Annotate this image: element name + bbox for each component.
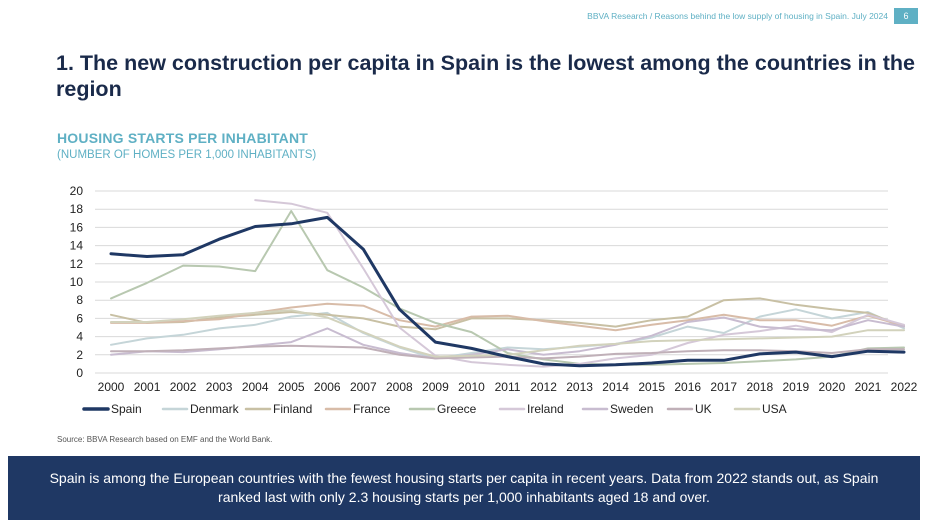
x-tick-label: 2014 <box>602 380 629 394</box>
x-tick-label: 2008 <box>386 380 413 394</box>
legend-label-usa: USA <box>762 402 787 416</box>
y-tick-label: 18 <box>70 202 84 216</box>
x-tick-label: 2017 <box>710 380 737 394</box>
series-line-spain <box>109 215 906 368</box>
x-tick-label: 2021 <box>855 380 882 394</box>
x-tick-label: 2001 <box>134 380 161 394</box>
slide-title: 1. The new construction per capita in Sp… <box>56 51 915 101</box>
page-number: 6 <box>894 8 918 24</box>
legend-label-ireland: Ireland <box>527 402 564 416</box>
legend-label-uk: UK <box>695 402 712 416</box>
top-bar: BBVA Research / Reasons behind the low s… <box>0 0 930 30</box>
legend-label-sweden: Sweden <box>610 402 653 416</box>
x-tick-label: 2015 <box>638 380 665 394</box>
series-line-usa <box>110 309 905 358</box>
series-line-finland <box>110 297 905 331</box>
series-line-denmark <box>110 308 905 360</box>
x-tick-label: 2009 <box>422 380 449 394</box>
line-chart: 0 2 4 6 8 10 12 14 16 18 20 2000 2001 2002 2003 2004 200… <box>70 184 918 416</box>
legend-label-denmark: Denmark <box>190 402 240 416</box>
chart-title: HOUSING STARTS PER INHABITANT <box>57 130 309 146</box>
summary-text: Spain is among the European countries wi… <box>49 470 879 505</box>
x-tick-label: 2011 <box>495 380 521 394</box>
legend-label-france: France <box>353 402 391 416</box>
legend-label-spain: Spain <box>111 402 142 416</box>
y-tick-label: 6 <box>76 311 83 325</box>
x-tick-label: 2016 <box>674 380 701 394</box>
x-tick-label: 2002 <box>170 380 197 394</box>
legend-label-finland: Finland <box>273 402 312 416</box>
y-tick-label: 10 <box>70 275 84 289</box>
x-tick-label: 2006 <box>314 380 341 394</box>
x-tick-label: 2007 <box>350 380 377 394</box>
source-note: Source: BBVA Research based on EMF and t… <box>57 435 273 444</box>
series-line-ireland <box>254 199 905 368</box>
x-tick-label: 2022 <box>891 380 918 394</box>
x-tick-label: 2012 <box>530 380 557 394</box>
chart-subtitle: (NUMBER OF HOMES PER 1,000 INHABITANTS) <box>57 149 317 161</box>
series-line-greece <box>110 210 905 366</box>
y-tick-label: 20 <box>70 184 84 198</box>
y-tick-label: 0 <box>76 366 83 380</box>
y-tick-label: 14 <box>70 239 84 253</box>
series-line-france <box>110 302 905 332</box>
y-tick-label: 4 <box>76 330 83 344</box>
x-tick-label: 2000 <box>98 380 125 394</box>
y-tick-label: 12 <box>70 257 84 271</box>
x-tick-label: 2018 <box>746 380 773 394</box>
x-tick-label: 2003 <box>206 380 233 394</box>
y-tick-label: 16 <box>70 220 84 234</box>
legend-label-greece: Greece <box>437 402 477 416</box>
x-tick-label: 2019 <box>783 380 810 394</box>
summary-banner: Spain is among the European countries wi… <box>8 456 920 520</box>
x-tick-label: 2004 <box>242 380 269 394</box>
x-tick-label: 2020 <box>819 380 846 394</box>
running-header: BBVA Research / Reasons behind the low s… <box>587 11 888 21</box>
x-tick-label: 2010 <box>458 380 485 394</box>
y-tick-label: 8 <box>76 293 83 307</box>
y-tick-label: 2 <box>76 348 83 362</box>
x-tick-label: 2005 <box>278 380 305 394</box>
x-tick-label: 2013 <box>566 380 593 394</box>
